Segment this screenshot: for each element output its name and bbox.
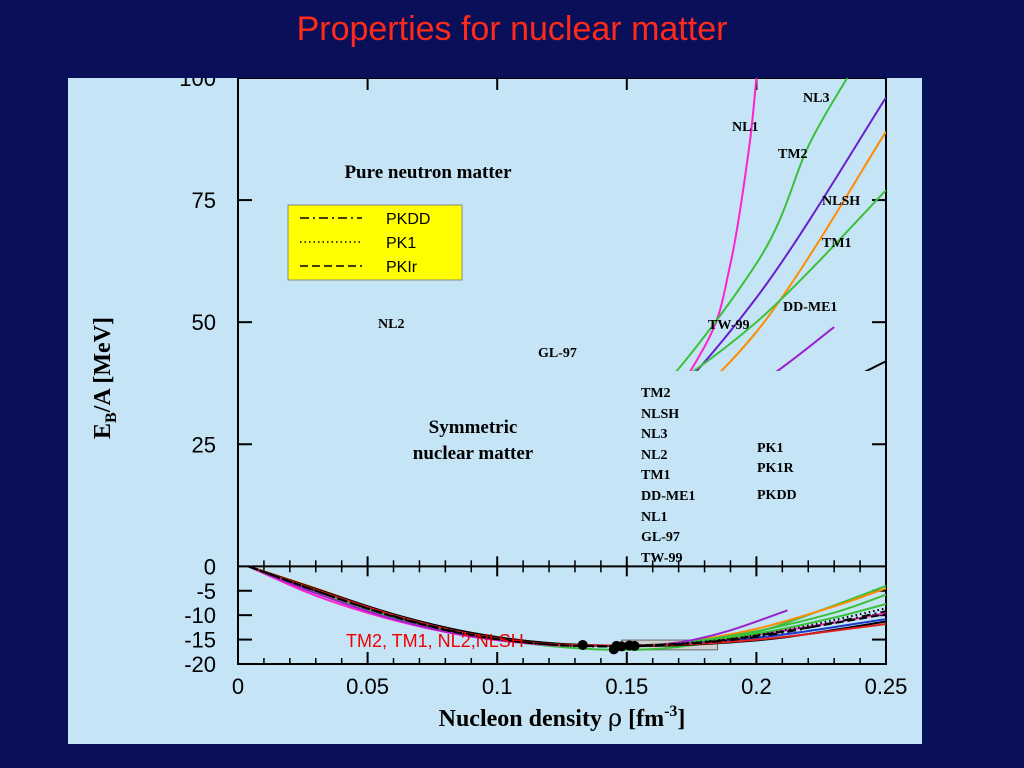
label-lower-nl2: NL2 [641, 448, 667, 463]
label-upper-tm1: TM1 [822, 236, 852, 251]
slide-title: Properties for nuclear matter [296, 10, 728, 48]
label-lower-nl1: NL1 [641, 510, 667, 525]
neutron-curve-nl1 [689, 78, 758, 371]
saturation-point [629, 640, 640, 651]
label-lower-ddme1: DD-ME1 [641, 489, 695, 504]
neutron-curve-tm1 [692, 189, 886, 371]
y-axis-label: EB/A [MeV] [90, 317, 120, 439]
symmetric-curve-pk1r [248, 565, 886, 648]
y-tick-label: -10 [184, 603, 216, 628]
x-tick-label: 0.1 [482, 674, 513, 699]
neutron-curve-nlsh [719, 131, 886, 371]
x-axis-label: Nucleon density ρ [fm-3] [439, 703, 686, 732]
label-lower-nl3: NL3 [641, 427, 667, 442]
plot-frame [237, 78, 887, 665]
label-upper-gl97: GL-97 [538, 346, 577, 361]
label-lower-pk1r: PK1R [757, 461, 794, 476]
y-tick-label: 75 [192, 188, 216, 213]
x-tick-label: 0 [232, 674, 244, 699]
neutron-curve-tm2 [675, 78, 848, 371]
label-lower-pk1: PK1 [757, 441, 783, 456]
label-upper-ddme1: DD-ME1 [783, 300, 837, 315]
saturation-point [577, 639, 588, 650]
symmetric-panel-title-line2: nuclear matter [413, 443, 534, 464]
label-lower-tm1: TM1 [641, 468, 671, 483]
x-tick-label: 0.2 [741, 674, 772, 699]
neutron-curve-nl2 [775, 326, 835, 371]
label-upper-tw99: TW-99 [708, 318, 749, 333]
label-upper-nl3: NL3 [803, 91, 829, 106]
saturation-point [616, 641, 627, 652]
label-lower-nlsh: NLSH [641, 407, 679, 422]
x-tick-label: 0.15 [605, 674, 648, 699]
y-tick-label: -5 [196, 579, 216, 604]
neutron-panel-title: Pure neutron matter [344, 162, 512, 183]
label-lower-pkdd: PKDD [757, 488, 797, 503]
legend-label-pk1: PK1 [386, 235, 416, 252]
label-lower-tw99: TW-99 [641, 551, 682, 566]
y-tick-label: -15 [184, 628, 216, 653]
legend-label-pkir: PKIr [386, 259, 418, 276]
y-tick-label: 25 [192, 432, 216, 457]
x-tick-label: 0.05 [346, 674, 389, 699]
label-upper-tm2: TM2 [778, 147, 808, 162]
label-upper-nl1: NL1 [732, 120, 758, 135]
x-tick-label: 0.25 [865, 674, 908, 699]
label-upper-nlsh: NLSH [822, 194, 860, 209]
legend: PKDD PK1 PKIr [287, 204, 463, 281]
y-tick-label: 50 [192, 310, 216, 335]
y-tick-label: -20 [184, 652, 216, 677]
saturation-annotation: TM2, TM1, NL2,NLSH [346, 631, 524, 651]
neutron-curve-nl3 [695, 96, 886, 371]
chart-svg: 0 0.05 0.1 0.15 0.2 0.25 0 25 50 75 100 -5-10-15-20… [90, 78, 908, 732]
plot-panel: 0 0.05 0.1 0.15 0.2 0.25 0 25 50 75 100 -5 -10 -15 -20… [68, 78, 922, 744]
label-lower-gl97: GL-97 [641, 530, 680, 545]
neutron-curve-tw99 [246, 405, 886, 556]
legend-label-pkdd: PKDD [386, 211, 430, 228]
label-upper-nl2: NL2 [378, 317, 404, 332]
y-tick-label: 0 [204, 554, 216, 579]
y-tick-label: 100 [179, 78, 216, 91]
symmetric-panel-title-line1: Symmetric [429, 417, 518, 438]
label-lower-tm2: TM2 [641, 386, 671, 401]
